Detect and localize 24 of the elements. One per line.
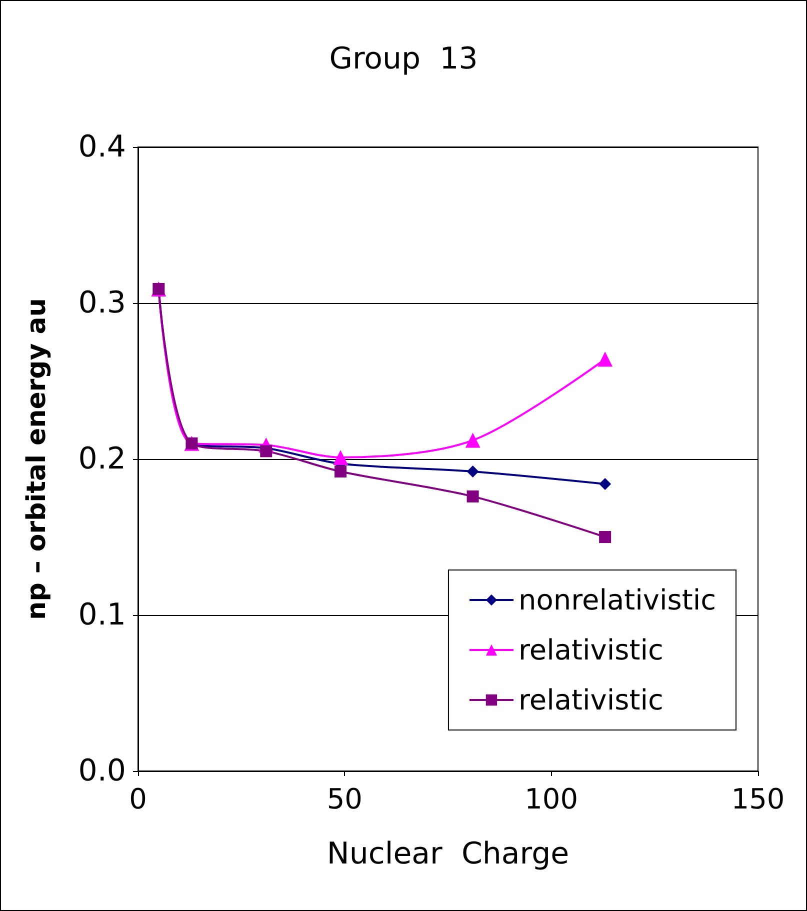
- point: [466, 490, 479, 502]
- y-tick-label: 0.1: [78, 598, 126, 632]
- point: [465, 432, 480, 448]
- x-tick-label: 150: [731, 782, 785, 816]
- y-tick-label: 0.2: [78, 442, 126, 476]
- point: [599, 478, 612, 490]
- x-tick-label: 100: [524, 782, 578, 816]
- y-tick-label: 0.3: [78, 286, 126, 320]
- y-tick-label: 0.4: [78, 130, 126, 164]
- legend-label: relativistic: [518, 684, 664, 716]
- y-axis-title: np – orbital energy au: [22, 298, 52, 620]
- point: [260, 445, 272, 458]
- legend-label: nonrelativistic: [518, 584, 716, 616]
- point: [598, 352, 613, 367]
- x-tick-label: 0: [129, 782, 147, 816]
- x-axis-title: Nuclear Charge: [326, 836, 570, 872]
- y-tick-label: 0.0: [78, 754, 126, 788]
- point: [466, 465, 479, 478]
- point: [334, 465, 347, 478]
- x-tick-label: 50: [326, 782, 362, 816]
- point: [599, 531, 612, 543]
- chart-title: Group 13: [329, 42, 478, 76]
- legend-label: relativistic: [518, 634, 664, 666]
- point: [333, 450, 348, 465]
